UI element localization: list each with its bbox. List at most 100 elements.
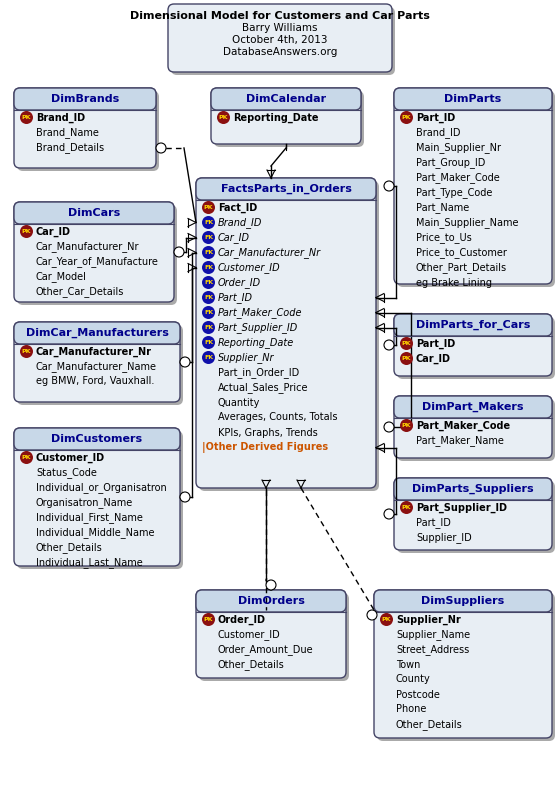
Text: FK: FK: [204, 235, 213, 240]
Circle shape: [180, 357, 190, 367]
Circle shape: [400, 419, 413, 432]
Circle shape: [202, 336, 215, 349]
Text: FK: FK: [204, 265, 213, 270]
Text: Supplier_Nr: Supplier_Nr: [218, 352, 274, 363]
Circle shape: [400, 501, 413, 514]
Text: Customer_ID: Customer_ID: [218, 262, 281, 273]
FancyBboxPatch shape: [394, 314, 552, 376]
Text: DimSuppliers: DimSuppliers: [421, 596, 505, 606]
Text: Price_to_Customer: Price_to_Customer: [416, 247, 507, 258]
Circle shape: [380, 613, 393, 626]
Text: Part_Name: Part_Name: [416, 202, 469, 213]
Text: Car_ID: Car_ID: [36, 227, 71, 237]
Text: Car_Manufacturer_Name: Car_Manufacturer_Name: [36, 361, 157, 372]
Text: Part_ID: Part_ID: [416, 517, 451, 528]
Text: PK: PK: [402, 115, 411, 120]
Text: PK: PK: [402, 505, 411, 510]
Text: Car_Year_of_Manufacture: Car_Year_of_Manufacture: [36, 256, 159, 267]
Text: FK: FK: [204, 280, 213, 285]
Circle shape: [400, 352, 413, 365]
Text: Main_Supplier_Name: Main_Supplier_Name: [416, 217, 519, 228]
Text: Dimensional Model for Customers and Car Parts: Dimensional Model for Customers and Car …: [130, 11, 430, 21]
FancyBboxPatch shape: [211, 88, 361, 144]
FancyBboxPatch shape: [397, 91, 555, 287]
Circle shape: [202, 613, 215, 626]
FancyBboxPatch shape: [374, 590, 552, 738]
Text: DimParts_Suppliers: DimParts_Suppliers: [412, 484, 534, 494]
FancyBboxPatch shape: [14, 428, 180, 566]
Text: PK: PK: [219, 115, 228, 120]
FancyBboxPatch shape: [17, 91, 159, 171]
Text: Quantity: Quantity: [218, 397, 260, 408]
Text: DimOrders: DimOrders: [237, 596, 305, 606]
Text: eg BMW, Ford, Vauxhall.: eg BMW, Ford, Vauxhall.: [36, 376, 155, 386]
FancyBboxPatch shape: [196, 590, 346, 678]
FancyBboxPatch shape: [394, 478, 552, 500]
FancyBboxPatch shape: [397, 399, 555, 461]
Text: Price_to_Us: Price_to_Us: [416, 232, 472, 243]
Text: PK: PK: [22, 229, 31, 234]
Text: Part_Group_ID: Part_Group_ID: [416, 157, 486, 168]
Text: PK: PK: [22, 455, 31, 460]
Text: Car_ID: Car_ID: [218, 232, 250, 243]
Text: PK: PK: [382, 617, 391, 622]
Text: Individual_Middle_Name: Individual_Middle_Name: [36, 527, 155, 538]
Circle shape: [202, 246, 215, 259]
FancyBboxPatch shape: [17, 325, 183, 405]
Text: Brand_Details: Brand_Details: [36, 142, 104, 153]
Text: DimCalendar: DimCalendar: [246, 94, 326, 104]
Text: Brand_ID: Brand_ID: [416, 127, 460, 138]
Text: Part_Supplier_ID: Part_Supplier_ID: [218, 322, 298, 333]
Circle shape: [202, 306, 215, 319]
Text: Part_Maker_Code: Part_Maker_Code: [218, 307, 302, 318]
Text: Order_ID: Order_ID: [218, 615, 266, 625]
Text: Brand_ID: Brand_ID: [218, 217, 263, 228]
Text: Averages, Counts, Totals: Averages, Counts, Totals: [218, 412, 338, 423]
Text: Part_Maker_Code: Part_Maker_Code: [416, 420, 510, 430]
Text: DimParts: DimParts: [445, 94, 502, 104]
FancyBboxPatch shape: [377, 593, 555, 741]
Text: Phone: Phone: [396, 704, 426, 715]
FancyBboxPatch shape: [394, 396, 552, 458]
Text: DimCustomers: DimCustomers: [52, 434, 143, 444]
FancyBboxPatch shape: [196, 178, 376, 488]
Text: Other_Details: Other_Details: [396, 719, 463, 730]
FancyBboxPatch shape: [17, 431, 183, 569]
Circle shape: [217, 111, 230, 124]
Circle shape: [367, 610, 377, 620]
Circle shape: [202, 216, 215, 229]
Circle shape: [156, 143, 166, 153]
FancyBboxPatch shape: [171, 7, 395, 75]
Text: FK: FK: [204, 220, 213, 225]
Text: County: County: [396, 674, 431, 685]
FancyBboxPatch shape: [17, 205, 177, 305]
Text: Car_ID: Car_ID: [416, 353, 451, 364]
Text: FK: FK: [204, 340, 213, 345]
Text: Fact_ID: Fact_ID: [218, 202, 257, 212]
Circle shape: [20, 451, 33, 464]
Text: eg Brake Lining: eg Brake Lining: [416, 278, 492, 287]
FancyBboxPatch shape: [14, 202, 174, 224]
Text: Individual_or_Organisatron: Individual_or_Organisatron: [36, 482, 167, 493]
Text: Individual_Last_Name: Individual_Last_Name: [36, 557, 143, 568]
Text: Car_Manufacturer_Nr: Car_Manufacturer_Nr: [36, 346, 152, 357]
Text: Order_Amount_Due: Order_Amount_Due: [218, 644, 314, 655]
FancyBboxPatch shape: [394, 396, 552, 418]
Text: Actual_Sales_Price: Actual_Sales_Price: [218, 382, 309, 393]
Text: Other_Details: Other_Details: [218, 659, 284, 670]
FancyBboxPatch shape: [394, 314, 552, 336]
Circle shape: [202, 231, 215, 244]
Text: Car_Manufacturer_Nr: Car_Manufacturer_Nr: [218, 247, 321, 258]
Text: DatabaseAnswers.org: DatabaseAnswers.org: [223, 47, 337, 57]
Text: FK: FK: [204, 250, 213, 255]
Text: PK: PK: [402, 356, 411, 361]
Circle shape: [400, 337, 413, 350]
Text: Organisatron_Name: Organisatron_Name: [36, 497, 133, 508]
Text: Postcode: Postcode: [396, 689, 440, 700]
Text: Supplier_Name: Supplier_Name: [396, 629, 470, 640]
Circle shape: [174, 247, 184, 257]
FancyBboxPatch shape: [196, 178, 376, 200]
Text: FK: FK: [204, 295, 213, 300]
Circle shape: [384, 181, 394, 191]
Text: Part_Maker_Name: Part_Maker_Name: [416, 435, 504, 446]
